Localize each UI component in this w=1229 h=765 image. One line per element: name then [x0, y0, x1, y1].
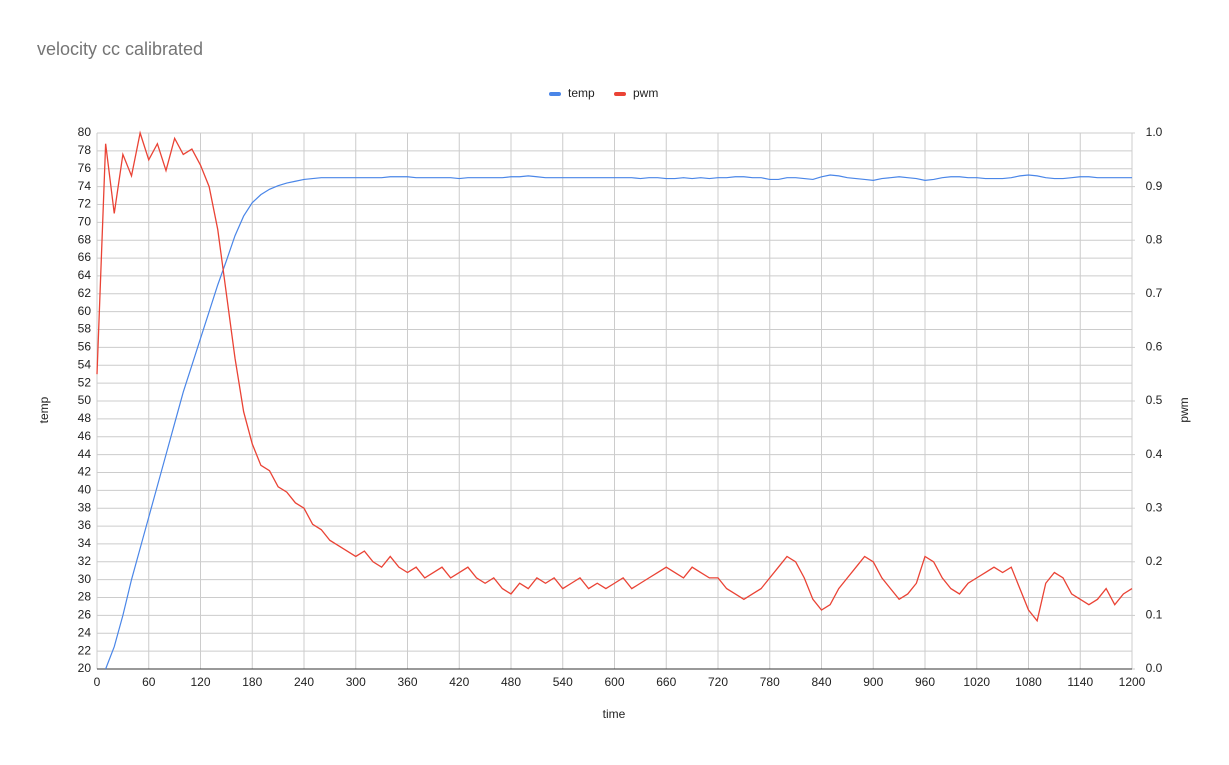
y-tick-label: 56 — [78, 340, 92, 354]
y-tick-label: 36 — [78, 518, 92, 532]
x-tick-label: 420 — [449, 675, 469, 689]
y-tick-label: 76 — [78, 161, 92, 175]
y-tick-label: 32 — [78, 554, 92, 568]
y2-tick-label: 0.5 — [1146, 393, 1163, 407]
y-tick-label: 24 — [78, 625, 92, 639]
y-tick-label: 28 — [78, 590, 92, 604]
x-tick-label: 720 — [708, 675, 728, 689]
legend-label: temp — [568, 86, 595, 100]
x-tick-label: 960 — [915, 675, 935, 689]
x-tick-label: 240 — [294, 675, 314, 689]
x-tick-label: 540 — [553, 675, 573, 689]
x-tick-label: 660 — [656, 675, 676, 689]
y2-tick-label: 1.0 — [1146, 125, 1163, 139]
y-tick-label: 62 — [78, 286, 92, 300]
y2-tick-label: 0.7 — [1146, 286, 1163, 300]
y2-tick-label: 0.9 — [1146, 179, 1163, 193]
x-tick-label: 1200 — [1119, 675, 1146, 689]
y-tick-label: 40 — [78, 483, 92, 497]
x-tick-label: 600 — [604, 675, 624, 689]
y2-axis-label: pwm — [1177, 397, 1191, 422]
legend-swatch — [614, 92, 626, 96]
y-tick-label: 80 — [78, 125, 92, 139]
y2-tick-label: 0.8 — [1146, 232, 1163, 246]
y-tick-label: 78 — [78, 143, 92, 157]
x-axis-label: time — [603, 707, 626, 721]
y-tick-label: 44 — [78, 447, 92, 461]
x-tick-label: 1080 — [1015, 675, 1042, 689]
y2-tick-label: 0.0 — [1146, 661, 1163, 675]
x-tick-label: 180 — [242, 675, 262, 689]
y-tick-label: 66 — [78, 250, 92, 264]
y-tick-label: 34 — [78, 536, 92, 550]
line-series — [105, 174, 1132, 670]
y-tick-label: 72 — [78, 197, 92, 211]
chart-title: velocity cc calibrated — [37, 39, 203, 59]
y-tick-label: 70 — [78, 215, 92, 229]
y-tick-label: 48 — [78, 411, 92, 425]
y-tick-label: 20 — [78, 661, 92, 675]
y-axis-label: temp — [37, 396, 51, 423]
x-tick-label: 480 — [501, 675, 521, 689]
y-tick-label: 64 — [78, 268, 92, 282]
y2-tick-label: 0.4 — [1146, 447, 1163, 461]
legend-swatch — [549, 92, 561, 96]
x-tick-label: 840 — [811, 675, 831, 689]
x-tick-label: 60 — [142, 675, 156, 689]
y2-tick-label: 0.1 — [1146, 608, 1163, 622]
x-tick-label: 1140 — [1067, 675, 1093, 689]
y-tick-label: 26 — [78, 608, 92, 622]
y-tick-label: 58 — [78, 322, 92, 336]
y2-tick-label: 0.6 — [1146, 340, 1163, 354]
y-tick-label: 74 — [78, 179, 92, 193]
legend-label: pwm — [633, 86, 658, 100]
x-tick-label: 780 — [760, 675, 780, 689]
y-tick-label: 42 — [78, 465, 92, 479]
y-tick-label: 30 — [78, 572, 92, 586]
y-tick-label: 50 — [78, 393, 92, 407]
x-tick-label: 1020 — [963, 675, 990, 689]
x-tick-label: 300 — [346, 675, 366, 689]
x-tick-label: 360 — [397, 675, 417, 689]
y-tick-label: 46 — [78, 429, 92, 443]
y2-tick-label: 0.2 — [1146, 554, 1163, 568]
y-tick-label: 22 — [78, 643, 92, 657]
y2-tick-label: 0.3 — [1146, 500, 1163, 514]
x-tick-label: 120 — [190, 675, 210, 689]
y-tick-label: 38 — [78, 500, 92, 514]
y-tick-label: 60 — [78, 304, 92, 318]
x-tick-label: 900 — [863, 675, 883, 689]
y-tick-label: 52 — [78, 375, 92, 389]
line-series — [96, 130, 1133, 623]
y-tick-label: 68 — [78, 232, 92, 246]
y-tick-label: 54 — [78, 357, 92, 371]
x-tick-label: 0 — [94, 675, 101, 689]
